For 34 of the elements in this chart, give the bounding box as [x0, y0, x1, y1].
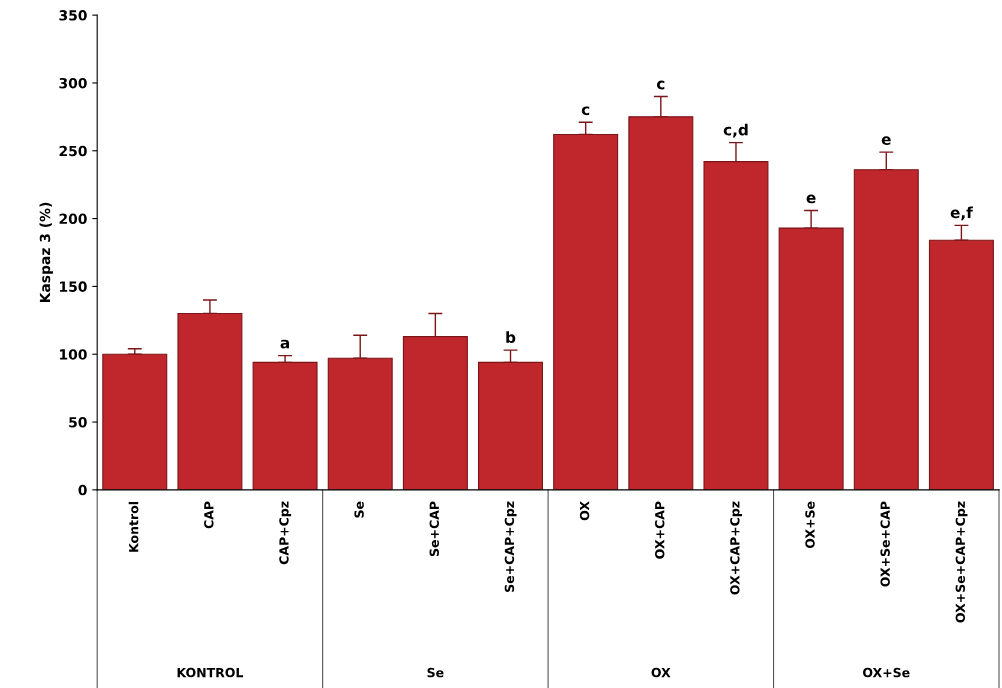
y-tick-label: 350 [59, 10, 87, 21]
x-tick-label: Se+CAP+Cpz [504, 501, 517, 592]
y-tick-label: 0 [78, 484, 87, 496]
y-tick-label: 200 [59, 213, 87, 225]
annotation: e [806, 194, 816, 204]
x-tick-label: OX+Se+CAP+Cpz [955, 501, 968, 623]
x-tick-label: Se+CAP [429, 501, 439, 557]
text: Se [427, 667, 444, 678]
y-tick-label: 300 [59, 77, 87, 89]
annotation: c [581, 106, 590, 116]
y-tick-label: 250 [59, 145, 87, 157]
text: OX [651, 667, 671, 678]
text: OX+Se [863, 667, 910, 678]
x-tick-label: Se [354, 501, 364, 518]
x-tick-label: CAP+Cpz [279, 501, 292, 565]
y-tick-label: 150 [60, 281, 87, 292]
text: KONTROL [177, 667, 244, 678]
x-tick-label: OX [579, 501, 590, 521]
annotation: c [656, 80, 665, 90]
x-tick-label: OX+CAP+Cpz [730, 501, 743, 595]
y-tick-label: 50 [69, 417, 87, 428]
annotation: e,f [950, 206, 973, 221]
annotation: c,d [723, 123, 748, 138]
y-tick-label: 100 [60, 349, 87, 360]
x-tick-label: OX+Se [805, 501, 815, 549]
annotation: b [506, 331, 516, 344]
y-axis-title: Kaspaz 3 (%) [39, 202, 53, 303]
x-tick-label: Kontrol [128, 502, 139, 552]
annotation: e [881, 136, 891, 145]
x-tick-label: OX+CAP [654, 501, 665, 559]
x-tick-label: OX+Se+CAP [880, 501, 890, 587]
x-tick-label: CAP [204, 501, 214, 529]
annotation: a [280, 339, 290, 349]
bar [102, 353, 168, 490]
